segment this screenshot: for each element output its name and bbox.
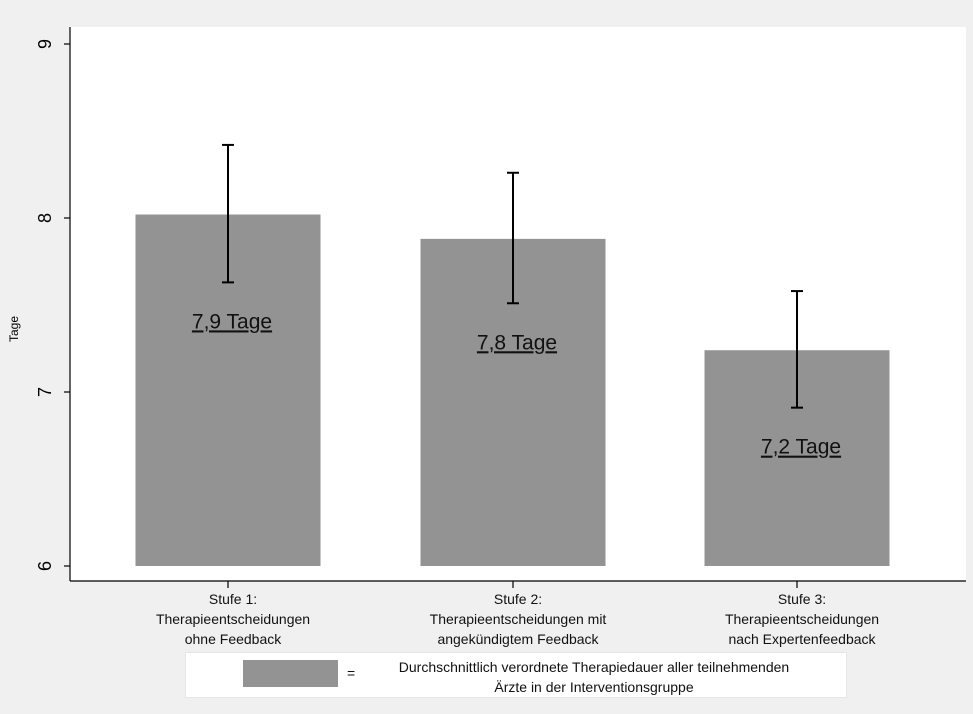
y-axis-label: Tage	[7, 316, 21, 342]
bar-data-label: 7,2 Tage	[761, 436, 841, 459]
y-tick-label: 8	[35, 213, 55, 223]
legend: = Durchschnittlich verordnete Therapieda…	[185, 652, 847, 698]
legend-swatch	[243, 660, 338, 687]
bar-data-label: 7,9 Tage	[192, 310, 272, 333]
legend-equals-sign: =	[347, 665, 356, 681]
y-tick-label: 6	[35, 561, 55, 571]
x-tick-label: Stufe 2: Therapieentscheidungen mit angekü…	[430, 591, 607, 647]
x-tick-label: Stufe 1: Therapieentscheidungen ohne Feedb…	[156, 591, 310, 647]
y-tick-label: 9	[35, 39, 55, 49]
bar-data-label: 7,8 Tage	[477, 331, 557, 354]
y-tick-label: 7	[35, 387, 55, 397]
legend-text: Durchschnittlich verordnete Therapiedaue…	[398, 659, 790, 695]
x-tick-label: Stufe 3: Therapieentscheidungen nach Exper…	[725, 591, 879, 647]
